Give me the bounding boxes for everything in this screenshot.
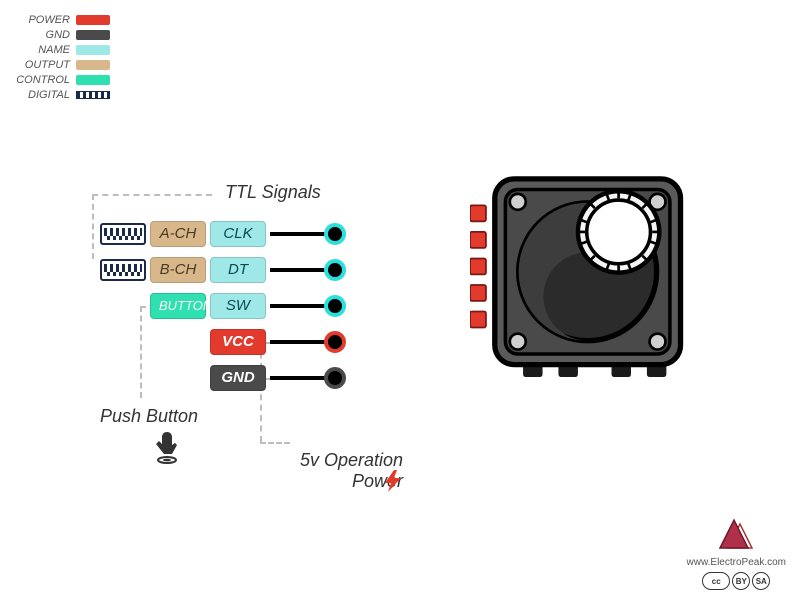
channel-chip: A-CH [150, 221, 206, 247]
pin-row-clk: A-CH CLK [100, 220, 346, 248]
pin-dot [324, 295, 346, 317]
pin-name-chip: DT [210, 257, 266, 283]
pin-name-chip: GND [210, 365, 266, 391]
wire [270, 340, 326, 344]
legend-row: NAME [14, 42, 110, 57]
legend-row: OUTPUT [14, 57, 110, 72]
dash-line [92, 194, 94, 259]
cc-badge: cc [702, 572, 730, 590]
legend-swatch-digital [76, 91, 110, 99]
legend-label: GND [14, 29, 70, 41]
pin-dot [324, 223, 346, 245]
wire [270, 268, 326, 272]
logo-icon [687, 518, 786, 555]
footer: www.ElectroPeak.com cc BY SA [687, 518, 786, 590]
channel-chip: BUTTON [150, 293, 206, 319]
legend-swatch-control [76, 75, 110, 85]
legend-row: POWER [14, 12, 110, 27]
legend-label: DIGITAL [14, 89, 70, 101]
legend-label: NAME [14, 44, 70, 56]
legend-row: DIGITAL [14, 87, 110, 102]
ttl-signals-label: TTL Signals [225, 182, 321, 203]
pin-dot [324, 367, 346, 389]
pin-dot [324, 259, 346, 281]
pin-row-sw: BUTTON SW [100, 292, 346, 320]
bolt-icon [385, 470, 401, 498]
pin-rows: A-CH CLK B-CH DT BUTTON SW VCC GND [100, 220, 346, 392]
legend-swatch-name [76, 45, 110, 55]
legend-label: OUTPUT [14, 59, 70, 71]
legend-swatch-power [76, 15, 110, 25]
legend: POWER GND NAME OUTPUT CONTROL DIGITAL [14, 12, 110, 102]
cc-license: cc BY SA [702, 572, 770, 590]
square-wave-icon [100, 259, 146, 281]
legend-swatch-gnd [76, 30, 110, 40]
square-wave-icon [100, 223, 146, 245]
pin-name-chip: VCC [210, 329, 266, 355]
dash-line [92, 194, 212, 196]
pin-row-vcc: VCC [100, 328, 346, 356]
pin-row-gnd: GND [100, 364, 346, 392]
pin-dot [324, 331, 346, 353]
legend-label: CONTROL [14, 74, 70, 86]
legend-row: CONTROL [14, 72, 110, 87]
push-button-label: Push Button [100, 406, 198, 427]
footer-site: www.ElectroPeak.com [687, 557, 786, 568]
cc-sa-badge: SA [752, 572, 770, 590]
pin-name-chip: SW [210, 293, 266, 319]
wire [270, 304, 326, 308]
pin-row-dt: B-CH DT [100, 256, 346, 284]
cc-by-badge: BY [732, 572, 750, 590]
wire [270, 232, 326, 236]
legend-row: GND [14, 27, 110, 42]
dash-line [260, 442, 290, 444]
push-button-icon [152, 430, 182, 464]
legend-swatch-output [76, 60, 110, 70]
rotary-encoder-module [470, 170, 700, 400]
wire [270, 376, 326, 380]
channel-chip: B-CH [150, 257, 206, 283]
side-leds [470, 205, 486, 327]
legend-label: POWER [14, 14, 70, 26]
pin-name-chip: CLK [210, 221, 266, 247]
